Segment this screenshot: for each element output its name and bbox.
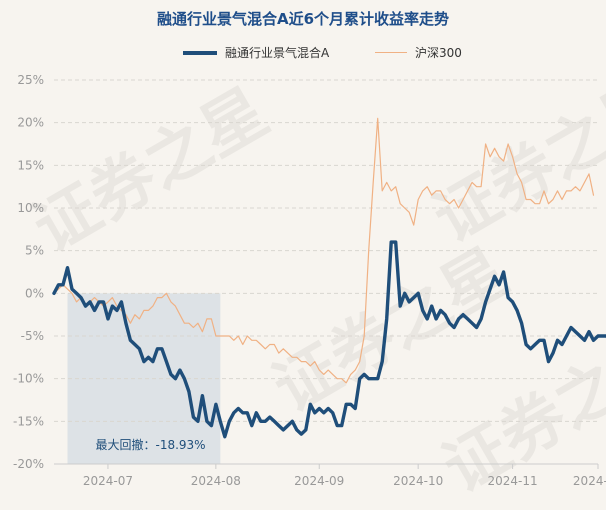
y-tick-label: 15% xyxy=(17,158,44,172)
max-drawdown-label: 最大回撤：-18.93% xyxy=(95,437,205,452)
legend-swatch-index xyxy=(375,52,407,53)
series-line-hs300 xyxy=(53,117,595,384)
y-tick-label: 5% xyxy=(25,244,44,258)
x-tick-label: 2024-10 xyxy=(393,474,443,488)
legend-item-index[interactable]: 沪深300 xyxy=(375,44,462,61)
legend-item-fund[interactable]: 融通行业景气混合A xyxy=(183,44,329,61)
x-tick-label: 2024-11 xyxy=(488,474,538,488)
legend-label-index: 沪深300 xyxy=(415,46,462,60)
y-tick-label: -20% xyxy=(13,457,44,471)
x-tick-label: 2024-07 xyxy=(83,474,133,488)
chart-title: 融通行业景气混合A近6个月累计收益率走势 xyxy=(156,10,450,28)
y-tick-label: 25% xyxy=(17,73,44,87)
x-tick-label: 2024-09 xyxy=(294,474,344,488)
y-tick-label: -15% xyxy=(13,414,44,428)
series-line-fund xyxy=(52,240,606,439)
legend-swatch-fund xyxy=(183,50,217,55)
y-tick-label: 10% xyxy=(17,201,44,215)
y-tick-label: -10% xyxy=(13,372,44,386)
legend: 融通行业景气混合A 沪深300 xyxy=(0,44,606,62)
legend-label-fund: 融通行业景气混合A xyxy=(225,46,330,60)
y-tick-label: 20% xyxy=(17,116,44,130)
y-tick-label: 0% xyxy=(25,286,44,300)
x-tick-label: 2024-08 xyxy=(191,474,241,488)
y-tick-label: -5% xyxy=(21,329,44,343)
x-tick-label: 2024-12 xyxy=(573,474,606,488)
